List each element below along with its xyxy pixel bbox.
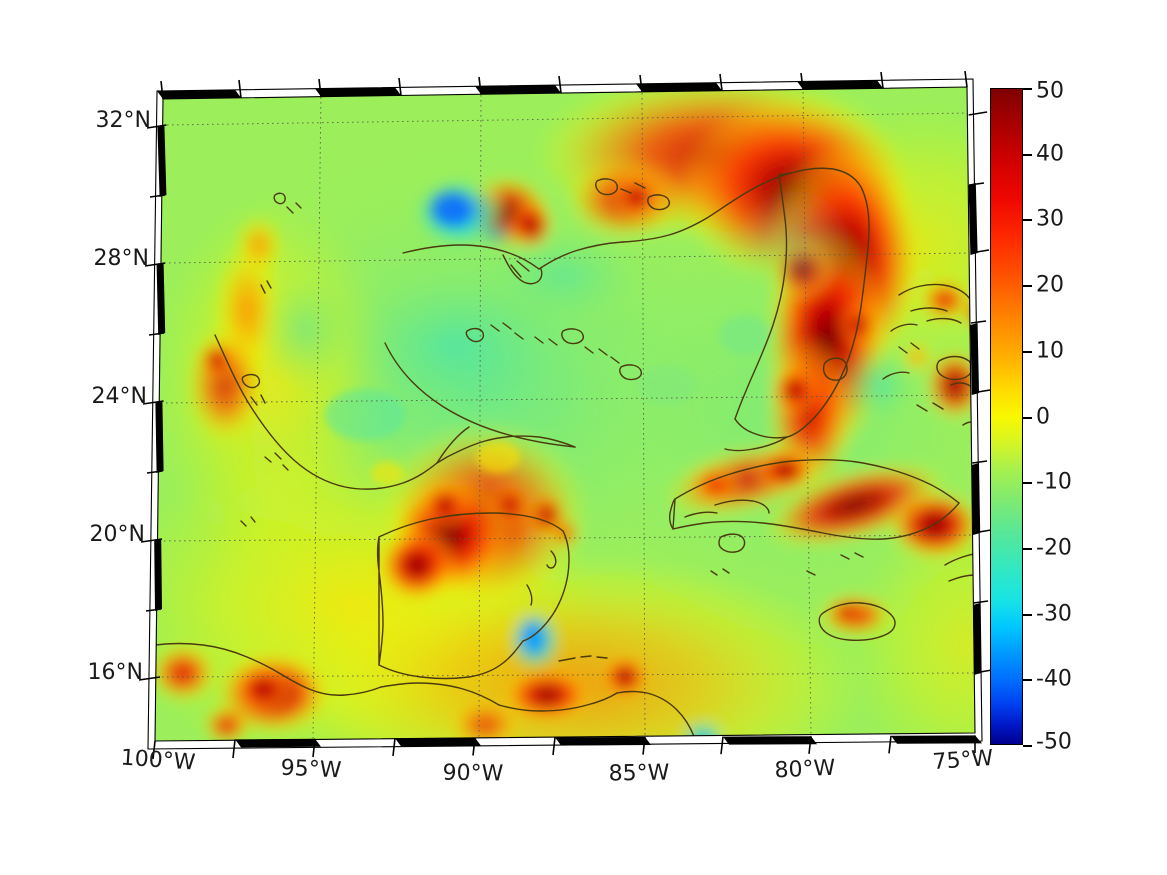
colorbar-tick-10 bbox=[1023, 350, 1032, 353]
colorbar-label-m10: -10 bbox=[1036, 469, 1072, 495]
colorbar-tick-30 bbox=[1023, 219, 1032, 222]
colorbar-tick-m10 bbox=[1023, 482, 1032, 485]
lon-label-85w: 85°W bbox=[608, 760, 670, 787]
colorbar-label-50: 50 bbox=[1036, 78, 1064, 104]
colorbar-label-m20: -20 bbox=[1036, 535, 1072, 561]
lon-label-95w: 95°W bbox=[280, 755, 342, 784]
colorbar-label-40: 40 bbox=[1036, 141, 1064, 167]
map-plot-area bbox=[138, 70, 993, 760]
lat-label-20n: 20°N bbox=[89, 522, 145, 547]
lat-label-28n: 28°N bbox=[93, 246, 149, 271]
lat-label-32n: 32°N bbox=[95, 108, 151, 133]
colorbar-label-m30: -30 bbox=[1036, 601, 1072, 627]
colorbar: 50 40 30 20 10 0 -10 -20 -30 -40 -50 bbox=[990, 79, 1072, 755]
colorbar-label-20: 20 bbox=[1036, 272, 1064, 298]
colorbar-tick-m50 bbox=[1023, 745, 1032, 747]
map-canvas bbox=[138, 70, 993, 760]
colorbar-tick-50 bbox=[1023, 88, 1032, 90]
colorbar-tick-m40 bbox=[1023, 679, 1032, 682]
colorbar-label-30: 30 bbox=[1036, 206, 1064, 232]
colorbar-gradient bbox=[990, 88, 1023, 745]
coastlines bbox=[155, 167, 975, 741]
colorbar-label-0: 0 bbox=[1036, 404, 1050, 429]
colorbar-tick-20 bbox=[1023, 285, 1032, 288]
lat-label-16n: 16°N bbox=[87, 660, 143, 685]
colorbar-tick-40 bbox=[1023, 153, 1032, 156]
colorbar-tick-m30 bbox=[1023, 613, 1032, 616]
lat-label-24n: 24°N bbox=[91, 384, 147, 409]
colorbar-label-10: 10 bbox=[1036, 338, 1064, 364]
colorbar-tick-0 bbox=[1023, 416, 1032, 419]
colorbar-label-m50: -50 bbox=[1036, 729, 1072, 755]
colorbar-label-m40: -40 bbox=[1036, 666, 1072, 692]
lon-label-90w: 90°W bbox=[442, 760, 504, 787]
colorbar-tick-m20 bbox=[1023, 547, 1032, 550]
lon-label-80w: 80°W bbox=[774, 755, 836, 784]
map-frame bbox=[138, 70, 993, 760]
anomaly-field bbox=[155, 87, 975, 741]
